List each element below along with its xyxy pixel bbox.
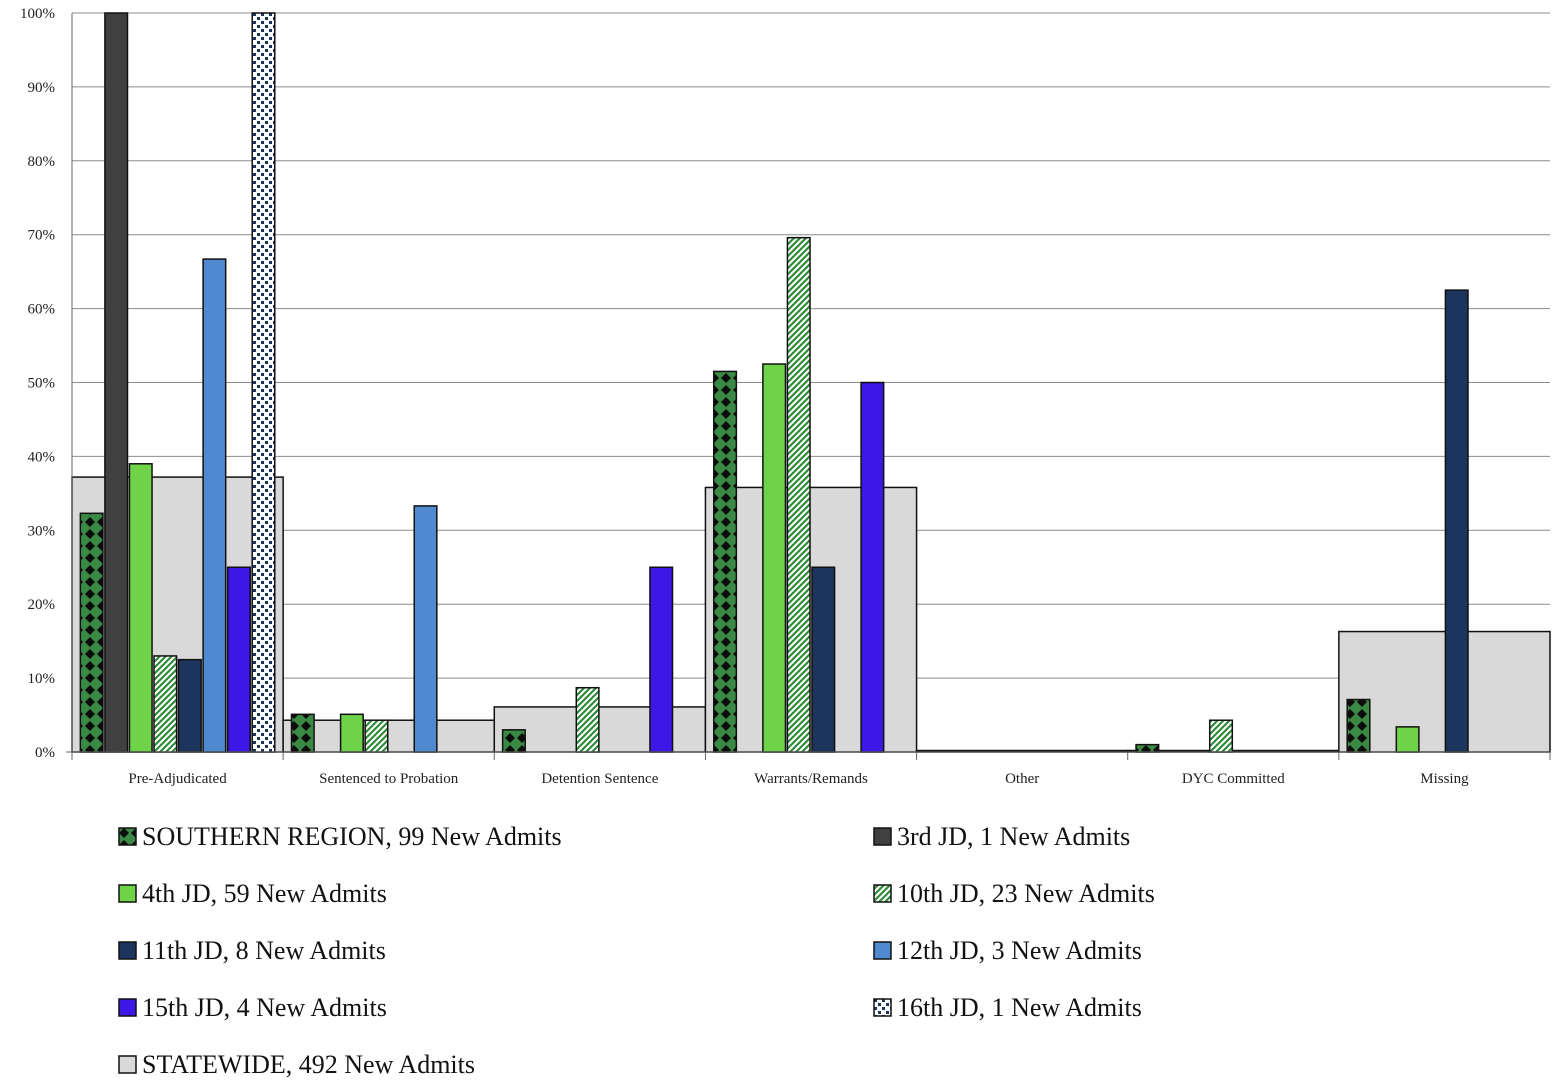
x-tick-label-warrants-remands: Warrants/Remands [754,771,868,787]
bar-southern-region-warrants-remands [713,370,738,753]
bar-southern-region-pre-adjudicated [79,512,104,753]
gridlines [72,12,1550,679]
y-tick-label: 80% [28,154,56,170]
x-tick-label-missing: Missing [1420,771,1469,787]
y-tick-label: 10% [28,671,56,687]
y-tick-label: 90% [28,80,56,96]
bar-11th-jd-warrants-remands [811,566,836,753]
statewide-bar-missing [1338,630,1551,753]
bar-4th-jd-warrants-remands [762,363,787,753]
bar-10th-jd-dyc-committed [1208,719,1234,753]
bar-16th-jd-pre-adjudicated [251,12,276,753]
bar-4th-jd-missing [1395,726,1420,753]
bar-15th-jd-detention-sentence [649,566,674,753]
bar-southern-region-detention-sentence [501,729,526,753]
bar-15th-jd-warrants-remands [860,381,885,753]
bar-4th-jd-sentenced-to-probation [339,713,364,753]
y-tick-label: 100% [20,6,55,22]
x-tick-label-detention-sentence: Detention Sentence [541,771,658,787]
x-tick-label-pre-adjudicated: Pre-Adjudicated [128,771,227,787]
bar-12th-jd-sentenced-to-probation [413,505,438,753]
bar-southern-region-sentenced-to-probation [290,713,315,753]
bar-15th-jd-pre-adjudicated [226,566,251,753]
bar-10th-jd-pre-adjudicated [153,655,178,753]
bar-10th-jd-warrants-remands [786,236,811,753]
y-tick-label: 60% [28,302,56,318]
district-bars [79,12,1469,753]
y-tick-label: 0% [35,745,55,761]
statewide-bars [71,476,1551,753]
bar-4th-jd-pre-adjudicated [128,463,153,753]
y-tick-label: 20% [28,597,56,613]
bar-12th-jd-pre-adjudicated [202,258,227,753]
bar-11th-jd-pre-adjudicated [177,658,202,753]
y-tick-label: 50% [28,376,56,392]
bar-10th-jd-detention-sentence [575,686,600,753]
y-tick-label: 30% [28,523,56,539]
x-tick-label-other: Other [1005,771,1039,787]
y-tick-label: 40% [28,449,56,465]
axes: 0% 10% 20% 30% 40% 50% 60% 70% 80% 90% 100% Pre-Adj… [20,6,1551,787]
statewide-bar-sentenced-to-probation [282,719,496,753]
y-tick-label: 70% [28,228,56,244]
bar-11th-jd-missing [1444,289,1469,753]
x-tick-label-sentenced-to-probation: Sentenced to Probation [319,771,459,787]
x-tick-label-dyc-committed: DYC Committed [1182,771,1285,787]
bar-southern-region-dyc-committed [1135,743,1160,753]
bar-10th-jd-sentenced-to-probation [364,719,389,753]
bar-3rd-jd-pre-adjudicated [104,12,129,753]
bar-southern-region-missing [1346,698,1371,753]
